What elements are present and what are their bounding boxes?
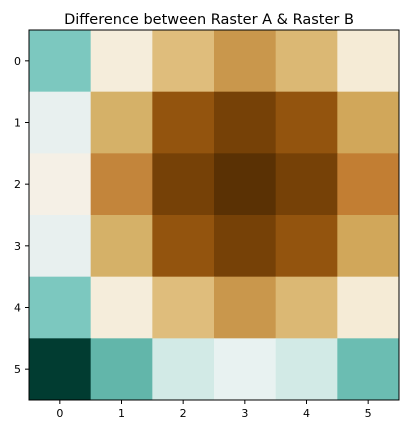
heatmap-cell-r5-c0 — [29, 338, 92, 401]
y-axis-ticks: 0 1 2 3 4 5 — [14, 55, 29, 376]
y-tick-label: 3 — [14, 240, 21, 253]
heatmap-cell-r0-c0 — [29, 30, 92, 93]
x-tick-label: 2 — [180, 407, 187, 420]
y-tick-label: 0 — [14, 55, 21, 68]
heatmap-cell-r5-c3 — [214, 338, 277, 401]
heatmap-cell-r4-c4 — [275, 276, 338, 339]
heatmap-cell-r0-c2 — [152, 30, 215, 93]
heatmap-cell-r0-c5 — [337, 30, 400, 93]
heatmap-cell-r3-c3 — [214, 215, 277, 278]
heatmap-cell-r2-c5 — [337, 153, 400, 216]
x-tick-label: 1 — [118, 407, 125, 420]
heatmap-cell-r3-c2 — [152, 215, 215, 278]
x-tick-label: 5 — [365, 407, 372, 420]
heatmap-cell-r1-c5 — [337, 91, 400, 154]
heatmap-cell-r4-c5 — [337, 276, 400, 339]
x-axis-ticks: 0 1 2 3 4 5 — [56, 400, 372, 420]
heatmap-cell-r1-c4 — [275, 91, 338, 154]
heatmap-cell-r5-c5 — [337, 338, 400, 401]
plot-frame — [28, 29, 400, 401]
heatmap-cell-r3-c5 — [337, 215, 400, 278]
heatmap-cell-r0-c3 — [214, 30, 277, 93]
heatmap-cell-r1-c0 — [29, 91, 92, 154]
y-tick-label: 2 — [14, 178, 21, 191]
heatmap-cell-r5-c4 — [275, 338, 338, 401]
heatmap-cell-r0-c4 — [275, 30, 338, 93]
heatmap-cells — [29, 30, 400, 401]
heatmap-cell-r4-c0 — [29, 276, 92, 339]
heatmap-cell-r0-c1 — [90, 30, 153, 93]
heatmap-cell-r2-c1 — [90, 153, 153, 216]
heatmap-cell-r1-c2 — [152, 91, 215, 154]
heatmap-cell-r4-c2 — [152, 276, 215, 339]
heatmap-cell-r2-c3 — [214, 153, 277, 216]
y-tick-label: 1 — [14, 117, 21, 130]
heatmap-cell-r2-c4 — [275, 153, 338, 216]
x-tick-label: 0 — [56, 407, 63, 420]
heatmap-cell-r4-c3 — [214, 276, 277, 339]
heatmap-cell-r3-c1 — [90, 215, 153, 278]
heatmap-cell-r5-c2 — [152, 338, 215, 401]
heatmap-cell-r4-c1 — [90, 276, 153, 339]
heatmap-cell-r3-c0 — [29, 215, 92, 278]
x-tick-label: 3 — [241, 407, 248, 420]
heatmap-cell-r1-c3 — [214, 91, 277, 154]
heatmap-cell-r5-c1 — [90, 338, 153, 401]
heatmap-cell-r1-c1 — [90, 91, 153, 154]
x-tick-label: 4 — [303, 407, 310, 420]
chart-title: Difference between Raster A & Raster B — [64, 12, 354, 28]
heatmap-cell-r3-c4 — [275, 215, 338, 278]
y-tick-label: 4 — [14, 302, 21, 315]
y-tick-label: 5 — [14, 363, 21, 376]
heatmap-cell-r2-c0 — [29, 153, 92, 216]
heatmap-cell-r2-c2 — [152, 153, 215, 216]
